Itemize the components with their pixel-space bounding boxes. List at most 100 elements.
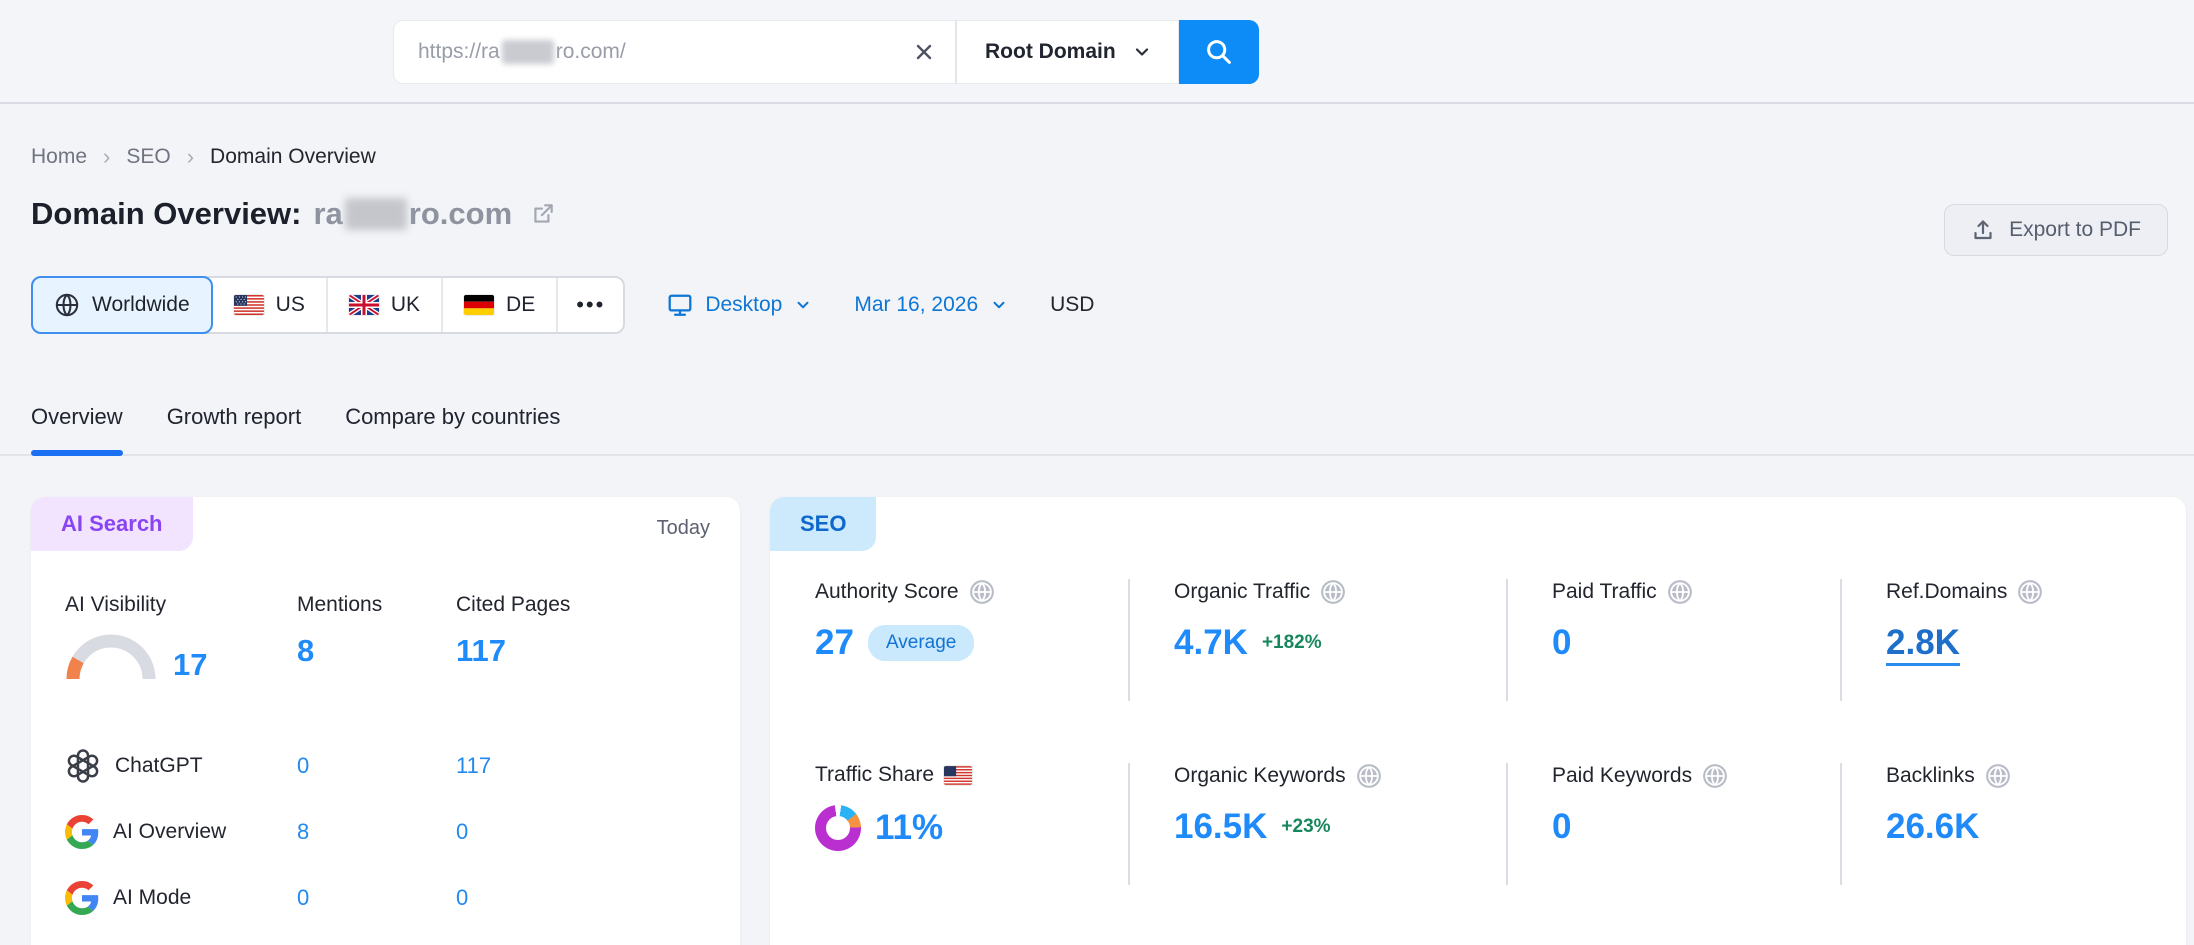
info-globe-icon[interactable] bbox=[1320, 579, 1346, 605]
globe-icon bbox=[54, 292, 80, 318]
device-dropdown[interactable]: Desktop bbox=[667, 292, 812, 318]
location-label: Worldwide bbox=[92, 293, 190, 316]
authority-score-metric: Authority Score 27 Average bbox=[770, 579, 1128, 701]
seo-card: SEO Authority Score 27 Average Organic T… bbox=[770, 497, 2186, 945]
backlinks-label: Backlinks bbox=[1886, 764, 1975, 787]
ai-platform-label: AI Overview bbox=[113, 820, 227, 843]
ref-domains-label: Ref.Domains bbox=[1886, 580, 2008, 603]
organic-keywords-value[interactable]: 16.5K bbox=[1174, 807, 1268, 846]
breadcrumb-home[interactable]: Home bbox=[31, 145, 88, 168]
de-flag-icon bbox=[464, 295, 495, 315]
google-icon bbox=[65, 815, 99, 849]
info-globe-icon[interactable] bbox=[1667, 579, 1693, 605]
location-tab-de[interactable]: DE bbox=[443, 278, 559, 332]
breadcrumb-seo[interactable]: SEO bbox=[126, 145, 171, 168]
device-label: Desktop bbox=[705, 293, 783, 316]
search-icon bbox=[1204, 37, 1234, 67]
uk-flag-icon bbox=[348, 295, 379, 315]
redacted-text bbox=[344, 198, 407, 230]
ai-metrics-row: AI Visibility 17 Mentions 8 Cited Pages … bbox=[65, 593, 720, 683]
top-search-bar: https://ra ro.com/ Root Domain bbox=[0, 0, 2194, 104]
location-label: US bbox=[275, 293, 305, 316]
paid-traffic-value[interactable]: 0 bbox=[1552, 623, 1572, 662]
authority-rating-badge: Average bbox=[867, 625, 975, 661]
filters-row: Worldwide US UK DE ••• Desktop bbox=[31, 276, 1094, 334]
tab-overview[interactable]: Overview bbox=[31, 398, 123, 456]
cited-pages-label: Cited Pages bbox=[456, 593, 571, 616]
organic-traffic-metric: Organic Traffic 4.7K +182% bbox=[1128, 579, 1506, 701]
ai-platform-list: ChatGPT 0 117 AI Overview 8 0 AI Mode 0 bbox=[65, 733, 720, 945]
info-globe-icon[interactable] bbox=[2017, 579, 2043, 605]
ai-visibility-gauge bbox=[65, 633, 157, 683]
ai-platform-row-gemini: Gemini 0 0 bbox=[65, 931, 720, 945]
info-globe-icon[interactable] bbox=[969, 579, 995, 605]
backlinks-metric: Backlinks 26.6K bbox=[1840, 763, 2186, 885]
backlinks-value[interactable]: 26.6K bbox=[1886, 807, 1980, 846]
cited-pages-value[interactable]: 117 bbox=[456, 633, 507, 668]
chevron-down-icon bbox=[1132, 42, 1152, 62]
traffic-share-value[interactable]: 11% bbox=[875, 808, 944, 847]
mentions-metric: Mentions 8 bbox=[297, 593, 456, 683]
ai-platform-mentions[interactable]: 0 bbox=[297, 753, 310, 778]
report-tabs: Overview Growth report Compare by countr… bbox=[0, 398, 2194, 456]
clear-search-button[interactable] bbox=[893, 20, 955, 84]
breadcrumb: Home › SEO › Domain Overview bbox=[31, 144, 376, 170]
paid-traffic-metric: Paid Traffic 0 bbox=[1506, 579, 1840, 701]
paid-keywords-value[interactable]: 0 bbox=[1552, 807, 1572, 846]
date-label: Mar 16, 2026 bbox=[854, 293, 979, 316]
traffic-share-metric: Traffic Share 11% bbox=[770, 763, 1128, 885]
organic-traffic-change: +182% bbox=[1261, 632, 1322, 653]
ai-platform-mentions[interactable]: 8 bbox=[297, 819, 310, 844]
info-globe-icon[interactable] bbox=[1702, 763, 1728, 789]
ai-platform-row-ai-mode: AI Mode 0 0 bbox=[65, 865, 720, 931]
ref-domains-metric: Ref.Domains 2.8K bbox=[1840, 579, 2186, 701]
info-globe-icon[interactable] bbox=[1985, 763, 2011, 789]
paid-keywords-metric: Paid Keywords 0 bbox=[1506, 763, 1840, 885]
export-to-pdf-button[interactable]: Export to PDF bbox=[1944, 204, 2168, 256]
ai-search-card: AI Search Today AI Visibility 17 Mention… bbox=[31, 497, 740, 945]
ai-platform-cited[interactable]: 0 bbox=[456, 819, 469, 844]
paid-keywords-label: Paid Keywords bbox=[1552, 764, 1693, 787]
tab-growth-report[interactable]: Growth report bbox=[166, 404, 302, 429]
search-type-dropdown[interactable]: Root Domain bbox=[957, 20, 1179, 84]
date-dropdown[interactable]: Mar 16, 2026 bbox=[854, 293, 1008, 317]
ref-domains-value[interactable]: 2.8K bbox=[1886, 623, 1960, 666]
ai-platform-mentions[interactable]: 0 bbox=[297, 885, 310, 910]
ai-period-label: Today bbox=[656, 517, 710, 539]
info-globe-icon[interactable] bbox=[1356, 763, 1382, 789]
organic-traffic-label: Organic Traffic bbox=[1174, 580, 1311, 603]
more-locations-button[interactable]: ••• bbox=[558, 278, 623, 332]
us-flag-icon bbox=[233, 295, 264, 315]
chatgpt-icon bbox=[65, 748, 101, 784]
search-button[interactable] bbox=[1178, 20, 1259, 84]
redacted-text bbox=[501, 40, 554, 64]
ai-platform-cited[interactable]: 0 bbox=[456, 885, 469, 910]
mentions-value[interactable]: 8 bbox=[297, 633, 315, 668]
chevron-down-icon bbox=[794, 296, 812, 314]
seo-badge: SEO bbox=[770, 497, 877, 551]
export-label: Export to PDF bbox=[2009, 218, 2141, 241]
us-flag-icon bbox=[944, 765, 973, 785]
location-tab-us[interactable]: US bbox=[213, 278, 328, 332]
external-link-icon[interactable] bbox=[530, 201, 556, 227]
ai-platform-label: AI Mode bbox=[113, 886, 192, 909]
search-input[interactable]: https://ra ro.com/ bbox=[393, 20, 893, 84]
location-tab-worldwide[interactable]: Worldwide bbox=[31, 276, 213, 334]
tab-compare-by-countries[interactable]: Compare by countries bbox=[345, 404, 561, 429]
paid-traffic-label: Paid Traffic bbox=[1552, 580, 1657, 603]
ai-platform-cited[interactable]: 117 bbox=[456, 753, 492, 778]
organic-traffic-value[interactable]: 4.7K bbox=[1174, 623, 1248, 662]
location-tab-uk[interactable]: UK bbox=[328, 278, 444, 332]
search-type-label: Root Domain bbox=[985, 40, 1116, 63]
ai-platform-label: ChatGPT bbox=[115, 754, 203, 777]
location-label: UK bbox=[390, 293, 421, 316]
authority-score-value[interactable]: 27 bbox=[815, 623, 854, 662]
page-title: Domain Overview: bbox=[31, 196, 302, 231]
ai-visibility-value[interactable]: 17 bbox=[173, 647, 208, 682]
cited-pages-metric: Cited Pages 117 bbox=[456, 593, 720, 683]
organic-keywords-metric: Organic Keywords 16.5K +23% bbox=[1128, 763, 1506, 885]
location-label: DE bbox=[506, 293, 536, 316]
breadcrumb-current: Domain Overview bbox=[210, 145, 376, 168]
export-icon bbox=[1971, 218, 1995, 242]
organic-keywords-change: +23% bbox=[1281, 816, 1331, 837]
